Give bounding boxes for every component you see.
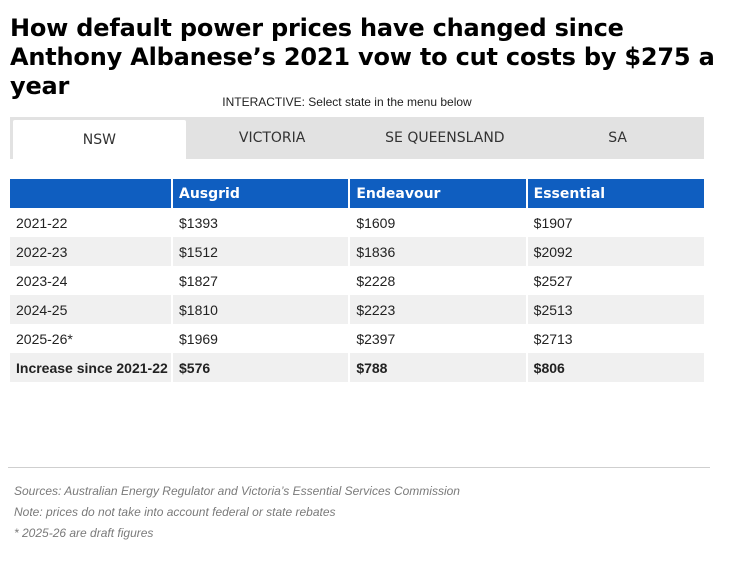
table-row: 2023-24 $1827 $2228 $2527 — [10, 266, 704, 295]
header-essential: Essential — [525, 179, 704, 208]
row-year: 2022-23 — [10, 237, 172, 266]
header-ausgrid: Ausgrid — [170, 179, 350, 208]
cell-endeavour: $2228 — [348, 266, 527, 295]
cell-essential: $1907 — [525, 208, 704, 237]
state-tab-bar: NSW VICTORIA SE QUEENSLAND SA — [10, 117, 704, 159]
cell-ausgrid: $1969 — [170, 324, 350, 353]
cell-ausgrid: $1810 — [170, 295, 350, 324]
tab-se-queensland[interactable]: SE QUEENSLAND — [385, 130, 505, 146]
header-year — [10, 179, 172, 208]
cell-endeavour: $2223 — [348, 295, 527, 324]
table-header-row: Ausgrid Endeavour Essential — [10, 179, 704, 208]
cell-essential: $2513 — [525, 295, 704, 324]
price-table: Ausgrid Endeavour Essential 2021-22 $139… — [10, 179, 704, 382]
row-year: 2025-26* — [16, 330, 73, 347]
table-row: 2021-22 $1393 $1609 $1907 — [10, 208, 704, 237]
draft-figures-note: * 2025-26 are draft figures — [14, 526, 154, 540]
total-row: Increase since 2021-22 $576 $788 $806 — [10, 353, 704, 382]
header-endeavour: Endeavour — [348, 179, 527, 208]
row-year: 2023-24 — [16, 272, 68, 289]
table-row: 2024-25 $1810 $2223 $2513 — [10, 295, 704, 324]
cell-ausgrid: $1393 — [170, 208, 350, 237]
cell-essential: $2713 — [525, 324, 704, 353]
cell-ausgrid: $1512 — [170, 237, 350, 266]
cell-ausgrid: $1827 — [170, 266, 350, 295]
tab-nsw[interactable]: NSW — [13, 120, 186, 159]
tab-sa[interactable]: SA — [608, 130, 627, 146]
cell-endeavour: $1836 — [348, 237, 527, 266]
headline: How default power prices have changed si… — [10, 14, 715, 100]
total-ausgrid: $576 — [170, 353, 350, 382]
total-label: Increase since 2021-22 — [10, 353, 172, 382]
source-notes: Sources: Australian Energy Regulator and… — [14, 481, 460, 544]
interactive-instruction: INTERACTIVE: Select state in the menu be… — [222, 95, 472, 109]
total-endeavour: $788 — [348, 353, 527, 382]
tab-victoria[interactable]: VICTORIA — [238, 130, 306, 146]
table-row: 2022-23 $1512 $1836 $2092 — [10, 237, 704, 266]
divider — [8, 467, 710, 468]
cell-endeavour: $1609 — [348, 208, 527, 237]
cell-essential: $2092 — [525, 237, 704, 266]
total-essential: $806 — [525, 353, 704, 382]
table-row: 2025-26* $1969 $2397 $2713 — [10, 324, 704, 353]
row-year: 2021-22 — [16, 214, 68, 231]
sources-note: Sources: Australian Energy Regulator and… — [14, 484, 460, 498]
row-year: 2024-25 — [10, 295, 172, 324]
rebates-note: Note: prices do not take into account fe… — [14, 505, 336, 519]
cell-essential: $2527 — [525, 266, 704, 295]
cell-endeavour: $2397 — [348, 324, 527, 353]
